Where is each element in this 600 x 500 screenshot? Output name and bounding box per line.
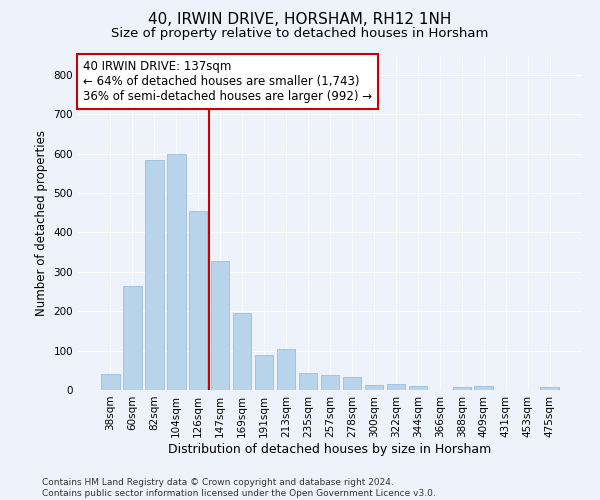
Text: Size of property relative to detached houses in Horsham: Size of property relative to detached ho…: [112, 28, 488, 40]
Bar: [277, 350, 295, 390]
Bar: [233, 313, 251, 390]
Bar: [189, 210, 208, 390]
Bar: [343, 378, 361, 390]
Text: 40, IRWIN DRIVE, HORSHAM, RH12 1NH: 40, IRWIN DRIVE, HORSHAM, RH12 1NH: [148, 12, 452, 28]
Bar: [452, 387, 471, 390]
Text: 40 IRWIN DRIVE: 137sqm
← 64% of detached houses are smaller (1,743)
36% of semi-: 40 IRWIN DRIVE: 137sqm ← 64% of detached…: [83, 60, 372, 103]
Text: Contains HM Land Registry data © Crown copyright and database right 2024.
Contai: Contains HM Land Registry data © Crown c…: [42, 478, 436, 498]
Bar: [123, 286, 142, 390]
Bar: [320, 376, 340, 390]
Bar: [365, 385, 383, 390]
Bar: [167, 154, 185, 390]
Y-axis label: Number of detached properties: Number of detached properties: [35, 130, 48, 316]
Bar: [541, 387, 559, 390]
Bar: [101, 374, 119, 390]
Bar: [145, 160, 164, 390]
Bar: [211, 260, 229, 390]
Bar: [475, 386, 493, 390]
Bar: [255, 354, 274, 390]
Bar: [299, 374, 317, 390]
X-axis label: Distribution of detached houses by size in Horsham: Distribution of detached houses by size …: [169, 442, 491, 456]
Bar: [386, 384, 405, 390]
Bar: [409, 386, 427, 390]
